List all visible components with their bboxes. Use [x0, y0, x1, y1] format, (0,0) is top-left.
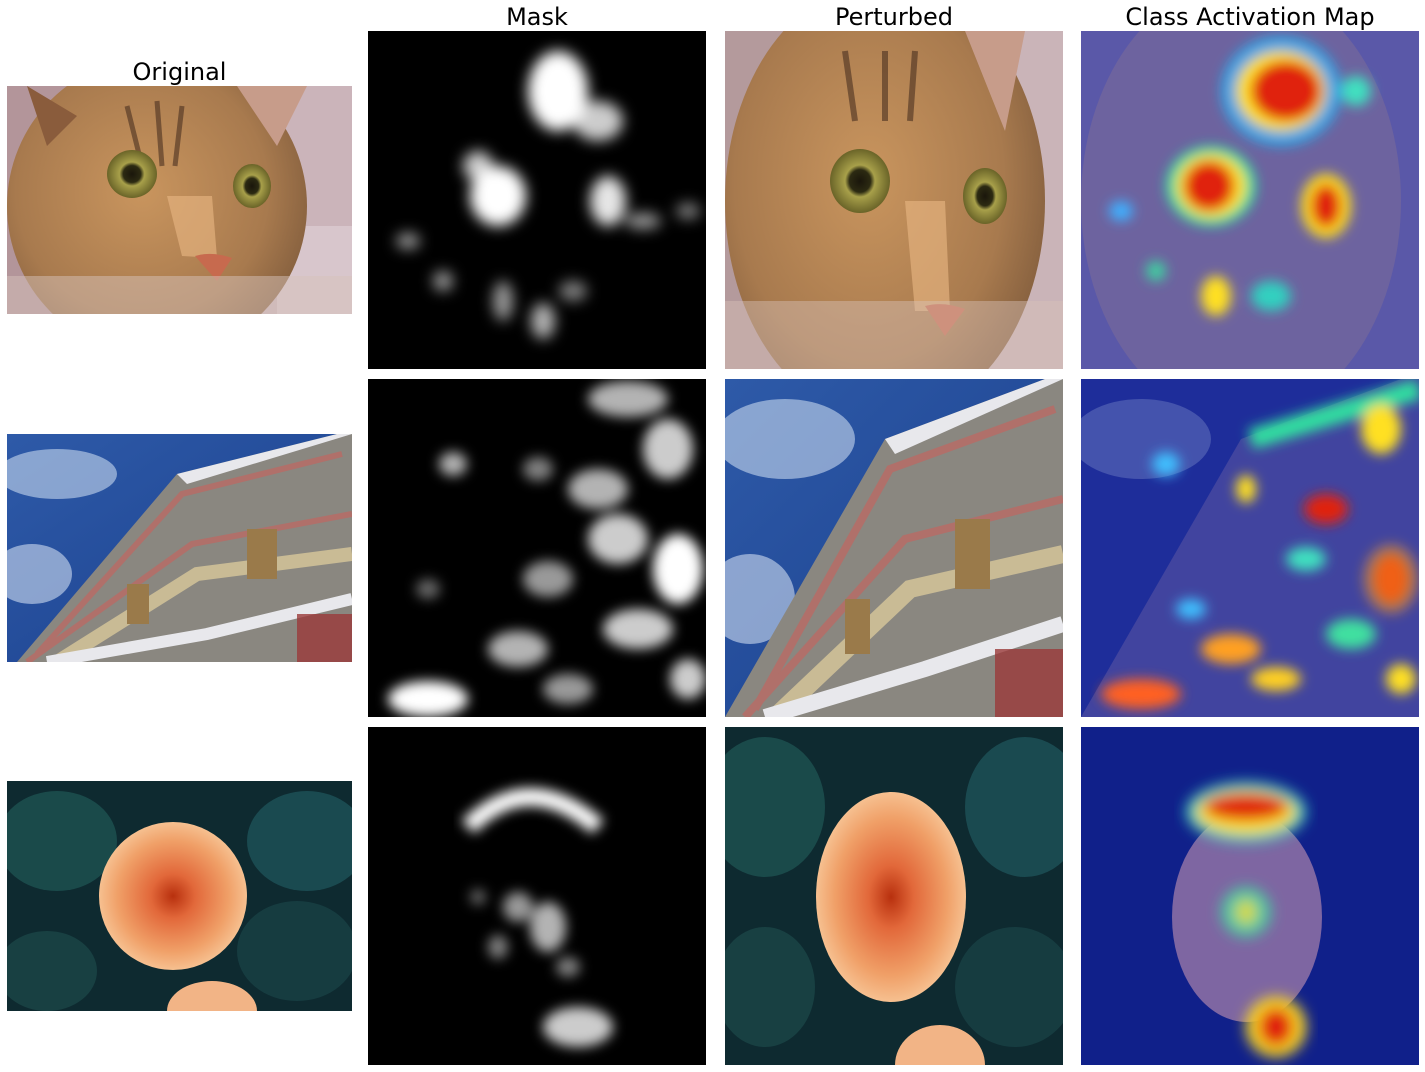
perturbed-image-dahlia [725, 727, 1063, 1065]
cam-image-dahlia [1081, 727, 1419, 1065]
original-image-cat [7, 86, 352, 314]
original-image-building [7, 434, 352, 662]
cam-image-cat [1081, 31, 1419, 369]
mask-image-building [368, 379, 706, 717]
perturbed-image-building [725, 379, 1063, 717]
perturbed-image-cat [725, 31, 1063, 369]
original-image-dahlia [7, 781, 352, 1011]
mask-image-dahlia [368, 727, 706, 1065]
mask-image-cat [368, 31, 706, 369]
perturbed-title: Perturbed [835, 3, 953, 31]
original-title: Original [132, 58, 227, 86]
cam-image-building [1081, 379, 1419, 717]
mask-title: Mask [506, 3, 568, 31]
cam-title: Class Activation Map [1125, 3, 1375, 31]
